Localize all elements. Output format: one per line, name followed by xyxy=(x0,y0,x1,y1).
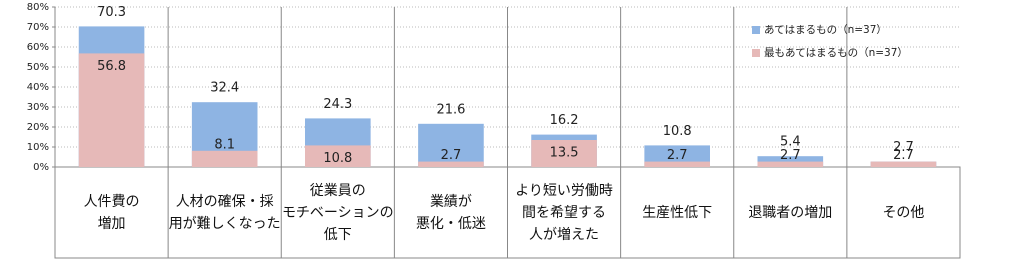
category-label: より短い労働時 間を希望する 人が増えた xyxy=(515,182,613,243)
legend-marker xyxy=(752,49,760,57)
y-tick-label: 50% xyxy=(27,62,49,73)
category-label: 従業員の モチベーションの 低下 xyxy=(281,182,394,243)
value-label: 2.7 xyxy=(441,148,462,163)
y-tick-label: 20% xyxy=(27,122,49,133)
value-label: 2.7 xyxy=(780,148,801,163)
bar-most xyxy=(305,145,371,167)
value-label: 21.6 xyxy=(436,102,465,117)
value-label: 16.2 xyxy=(550,113,579,128)
bar-total xyxy=(418,123,484,167)
bar-most xyxy=(191,150,258,167)
value-label: 2.7 xyxy=(893,140,914,155)
value-label: 2.7 xyxy=(667,148,688,163)
category-label: 業績が 悪化・低迷 xyxy=(415,193,486,232)
y-tick-label: 0% xyxy=(33,162,49,173)
category-label: その他 xyxy=(882,204,925,221)
value-label: 2.7 xyxy=(893,148,914,163)
bar-most xyxy=(870,161,937,167)
legend-label: あてはまるもの（n=37） xyxy=(764,24,887,36)
bar-most xyxy=(78,53,145,167)
y-tick-label: 10% xyxy=(27,142,49,153)
y-tick-label: 80% xyxy=(27,2,49,13)
value-label: 13.5 xyxy=(550,146,579,161)
category-label: 生産性低下 xyxy=(642,204,713,221)
category-label: 人件費の 増加 xyxy=(83,193,140,232)
value-label: 32.4 xyxy=(210,81,239,96)
bar-most xyxy=(644,161,710,167)
value-label: 10.8 xyxy=(663,124,692,139)
value-label: 56.8 xyxy=(97,59,126,74)
value-label: 8.1 xyxy=(214,137,235,152)
y-tick-label: 70% xyxy=(27,22,49,33)
legend-label: 最もあてはまるもの（n=37） xyxy=(764,47,908,59)
category-label: 退職者の増加 xyxy=(748,204,833,221)
y-tick-label: 30% xyxy=(27,102,49,113)
value-label: 70.3 xyxy=(97,5,126,20)
category-label: 人材の確保・採 用が難しくなった xyxy=(168,193,281,232)
bar-most xyxy=(531,140,597,167)
y-tick-label: 60% xyxy=(27,42,49,53)
y-tick-label: 40% xyxy=(27,82,49,93)
legend-marker xyxy=(752,26,760,34)
value-label: 5.4 xyxy=(780,135,801,150)
bar-most xyxy=(418,161,484,167)
value-label: 24.3 xyxy=(323,97,352,112)
value-label: 10.8 xyxy=(323,151,352,166)
bar-most xyxy=(757,161,824,167)
